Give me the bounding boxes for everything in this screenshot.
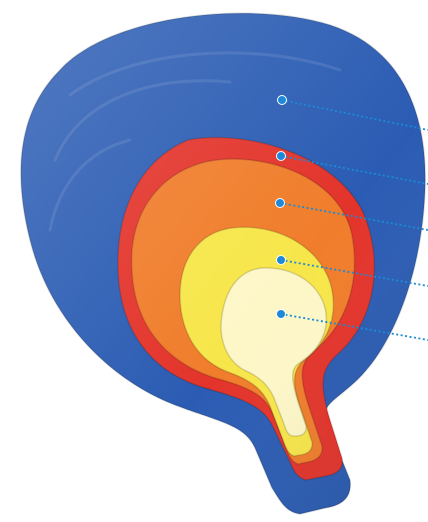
leader-dot-red [276,151,286,161]
leader-dot-blue [277,95,287,105]
leader-dot-orange [275,198,285,208]
leader-dot-inner [276,309,286,319]
leader-dot-yellow [276,255,286,265]
balloon-shading [20,13,426,514]
leader-lines [275,95,428,341]
